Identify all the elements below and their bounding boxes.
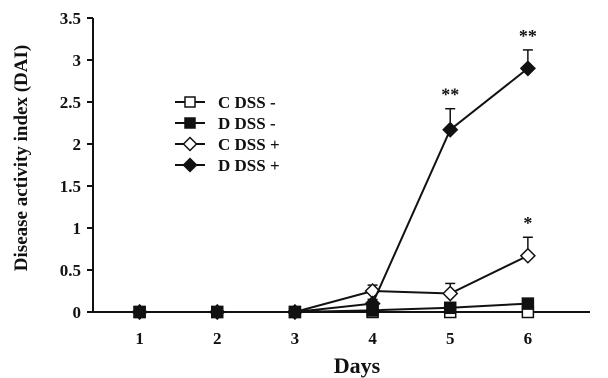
x-axis-title: Days [334, 353, 381, 378]
x-ticks: 1 2 3 4 5 6 [135, 312, 532, 348]
legend: C DSS - D DSS - C DSS + D DSS + [175, 93, 280, 175]
y-tick-label: 3 [73, 51, 82, 70]
data-point [519, 247, 536, 264]
legend-marker [184, 96, 196, 108]
y-tick-label: 1.5 [60, 177, 81, 196]
data-point [286, 303, 303, 321]
data-point [521, 297, 535, 310]
axes [92, 18, 590, 313]
data-point [131, 303, 148, 321]
significance-marker: * [523, 213, 532, 233]
y-ticks: 0 0.5 1 1.5 2 2.5 3 3.5 [60, 9, 93, 322]
significance-marker: ** [441, 85, 459, 105]
y-tick-label: 0 [73, 303, 82, 322]
data-point [519, 60, 536, 77]
legend-item: D DSS - [175, 114, 276, 133]
series-line [139, 254, 529, 313]
y-tick-label: 2.5 [60, 93, 81, 112]
x-tick-label: 1 [135, 329, 144, 348]
y-tick-label: 2 [73, 135, 82, 154]
significance-marker: ** [519, 26, 537, 46]
legend-label: C DSS + [218, 135, 280, 154]
data-point [209, 303, 226, 321]
legend-label: D DSS - [218, 114, 276, 133]
series-group [131, 49, 536, 321]
data-point [442, 121, 459, 138]
legend-label: C DSS - [218, 93, 276, 112]
y-axis-title: Disease activity index (DAI) [11, 45, 32, 271]
x-tick-label: 4 [368, 329, 377, 348]
data-point [364, 295, 381, 312]
legend-marker [182, 157, 198, 173]
legend-label: D DSS + [218, 156, 280, 175]
x-tick-label: 2 [213, 329, 222, 348]
annotations: ***** [441, 26, 537, 233]
legend-item: C DSS - [175, 93, 276, 112]
y-tick-label: 0.5 [60, 261, 81, 280]
series-line [139, 67, 529, 313]
y-tick-label: 1 [73, 219, 82, 238]
legend-marker [182, 136, 198, 152]
x-tick-label: 5 [446, 329, 455, 348]
legend-marker [184, 117, 196, 129]
legend-item: D DSS + [175, 156, 280, 175]
legend-item: C DSS + [175, 135, 280, 154]
data-point [443, 301, 457, 315]
x-tick-label: 6 [524, 329, 533, 348]
series-diamond-filled [131, 49, 536, 321]
data-point [442, 285, 459, 302]
x-tick-label: 3 [291, 329, 300, 348]
y-tick-label: 3.5 [60, 9, 81, 28]
